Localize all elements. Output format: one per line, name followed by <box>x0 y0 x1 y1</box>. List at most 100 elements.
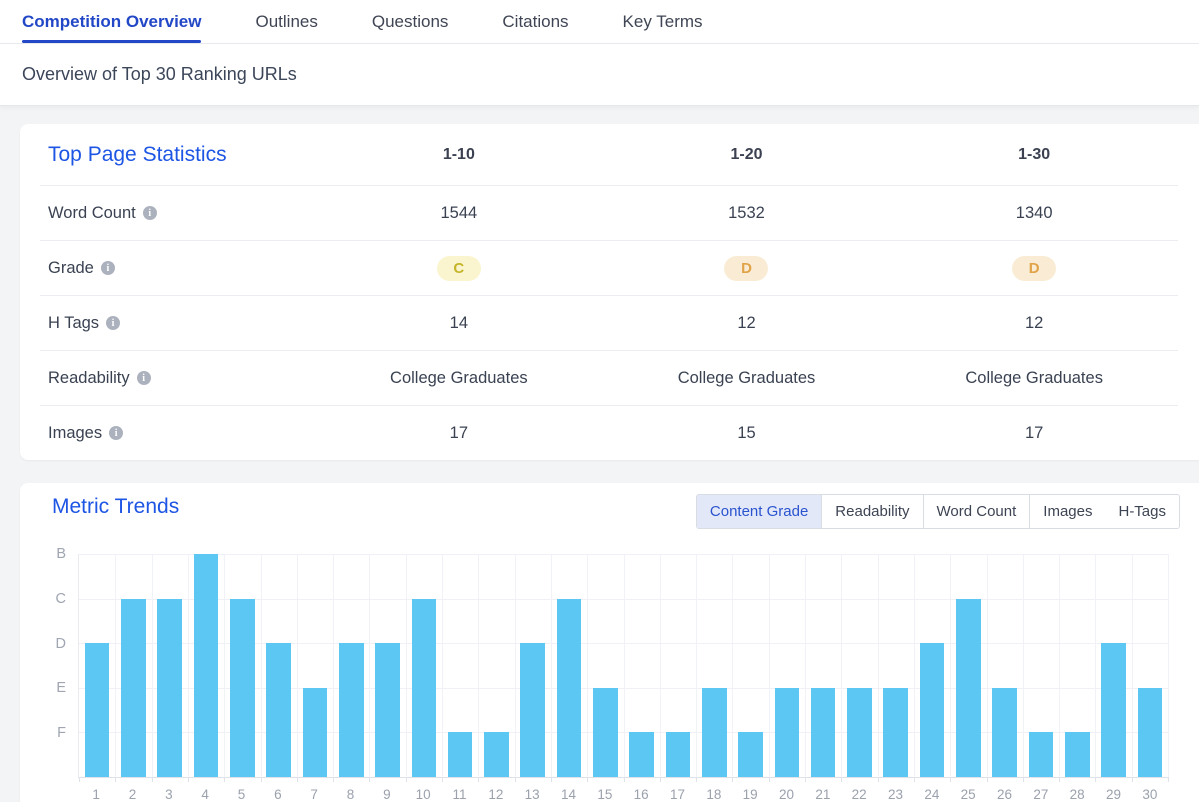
x-axis-tick <box>805 777 806 782</box>
x-axis-tick <box>478 777 480 782</box>
row-label-text: Readability <box>48 368 130 387</box>
chart-bar <box>665 732 691 777</box>
gridline-vertical <box>1095 554 1097 777</box>
gridline-vertical <box>369 554 371 777</box>
chart-bar <box>1028 732 1054 777</box>
metric-toggle-group: Content Grade Readability Word Count Ima… <box>695 494 1180 529</box>
x-axis-label: 7 <box>310 787 318 802</box>
x-axis-label: 22 <box>851 787 867 802</box>
toggle-h-tags[interactable]: H-Tags <box>1105 495 1179 528</box>
chart-bar <box>883 687 909 777</box>
x-axis-tick <box>296 777 298 782</box>
gridline-vertical <box>1059 554 1061 777</box>
x-axis-tick <box>768 777 770 782</box>
readability-1-20: College Graduates <box>677 368 816 387</box>
chart-bar <box>375 643 400 777</box>
x-axis-label: 27 <box>1033 787 1049 802</box>
images-1-10: 17 <box>449 423 468 442</box>
gridline-vertical <box>296 554 298 777</box>
y-axis-labels: B C D E F <box>20 546 66 778</box>
gridline-vertical <box>913 554 915 777</box>
x-axis-label: 9 <box>383 787 391 802</box>
h-tags-1-10: 14 <box>449 313 468 332</box>
tab-questions[interactable]: Questions <box>372 0 449 43</box>
row-label-text: Word Count <box>48 203 136 222</box>
table-row-grade: Grade C D D <box>40 240 1178 295</box>
column-header-1-10: 1-10 <box>442 145 475 163</box>
images-1-30: 17 <box>1024 423 1044 442</box>
x-axis-label: 10 <box>415 787 431 802</box>
y-axis-tick-label: F <box>57 725 66 742</box>
readability-1-10: College Graduates <box>390 368 528 387</box>
info-icon[interactable] <box>136 371 151 385</box>
x-axis-label: 11 <box>452 787 467 802</box>
grade-badge: D <box>724 255 769 281</box>
x-axis-label: 12 <box>488 787 504 802</box>
gridline-vertical <box>1022 554 1024 777</box>
info-icon[interactable] <box>100 261 115 275</box>
chart-bar <box>738 732 763 777</box>
x-axis-label: 18 <box>706 787 722 802</box>
images-1-20: 15 <box>737 423 756 442</box>
h-tags-1-30: 12 <box>1024 313 1044 332</box>
x-axis-tick <box>587 777 589 782</box>
toggle-images[interactable]: Images <box>1029 495 1106 528</box>
row-label-text: H Tags <box>48 313 100 332</box>
row-label-text: Images <box>48 423 103 442</box>
gridline-vertical <box>986 554 988 777</box>
gridline-vertical <box>442 554 443 777</box>
chart-bar <box>84 643 110 777</box>
gridline-vertical <box>151 554 153 777</box>
tab-label: Competition Overview <box>22 11 202 31</box>
metric-trends-title: Metric Trends <box>52 495 180 518</box>
x-axis-tick <box>333 777 335 782</box>
x-axis-label: 4 <box>201 787 209 802</box>
chart-bar <box>992 687 1017 777</box>
x-axis-label: 16 <box>633 787 649 802</box>
gridline-vertical <box>732 554 734 777</box>
grade-badge: D <box>1012 255 1057 281</box>
x-axis-tick <box>696 777 698 782</box>
column-header-1-30: 1-30 <box>1018 145 1051 163</box>
x-axis-tick <box>623 777 625 782</box>
table-row-h-tags: H Tags 14 12 12 <box>40 295 1178 350</box>
info-icon[interactable] <box>106 316 121 330</box>
toggle-content-grade[interactable]: Content Grade <box>696 495 822 528</box>
chart-bar <box>484 732 509 777</box>
row-label: Images <box>40 424 315 443</box>
x-axis-label: 25 <box>960 787 976 802</box>
tab-label: Outlines <box>255 11 318 31</box>
chart-bar <box>556 598 582 777</box>
gridline-vertical <box>224 554 226 777</box>
chart-bar <box>956 598 981 777</box>
info-icon[interactable] <box>142 206 157 220</box>
gridline-vertical <box>768 554 770 777</box>
top-page-statistics-card: Top Page Statistics 1-10 1-20 1-30 Word … <box>20 124 1199 460</box>
gridline-vertical <box>115 554 117 777</box>
tab-outlines[interactable]: Outlines <box>255 0 317 43</box>
x-axis-tick <box>151 777 153 782</box>
gridline-vertical <box>696 554 698 777</box>
x-axis-label: 26 <box>996 787 1013 802</box>
chart-bar <box>157 598 183 777</box>
stats-header-row: Top Page Statistics 1-10 1-20 1-30 <box>40 124 1178 185</box>
row-label: Grade <box>40 259 315 278</box>
tab-bar: Competition Overview Outlines Questions … <box>0 0 1199 44</box>
toggle-word-count[interactable]: Word Count <box>922 495 1030 528</box>
chart-bar <box>629 732 654 777</box>
x-axis-tick <box>986 777 988 782</box>
toggle-readability[interactable]: Readability <box>821 495 923 528</box>
tab-competition-overview[interactable]: Competition Overview <box>22 0 202 43</box>
page-body: Top Page Statistics 1-10 1-20 1-30 Word … <box>0 106 1199 802</box>
metric-trends-card: Metric Trends Content Grade Readability … <box>20 483 1199 802</box>
tab-citations[interactable]: Citations <box>502 0 568 43</box>
x-axis-label: 17 <box>669 787 686 802</box>
chart-bar <box>266 643 291 777</box>
x-axis-tick <box>260 777 262 782</box>
chart-plot <box>78 554 1169 782</box>
x-axis-label: 1 <box>92 787 100 802</box>
info-icon[interactable] <box>109 426 124 440</box>
x-axis-tick <box>369 777 371 782</box>
tab-key-terms[interactable]: Key Terms <box>623 0 703 43</box>
